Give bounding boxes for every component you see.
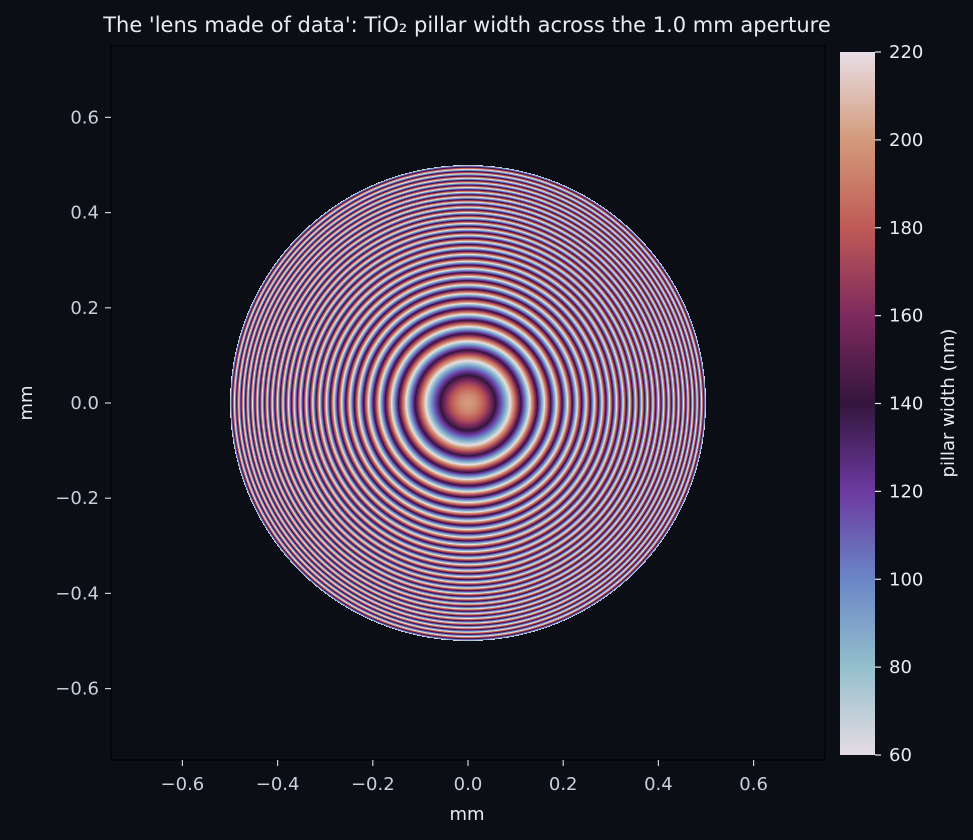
y-tick-label: −0.2 [55, 488, 99, 509]
x-tick-label: −0.6 [161, 774, 205, 795]
x-tick-label: −0.4 [256, 774, 300, 795]
y-tick-label: 0.6 [70, 107, 99, 128]
y-axis: −0.6 −0.4 −0.2 0.0 0.2 0.4 0.6 [55, 107, 111, 700]
chart-title: The 'lens made of data': TiO₂ pillar wid… [102, 13, 831, 37]
x-axis: −0.6 −0.4 −0.2 0.0 0.2 0.4 0.6 [161, 760, 768, 795]
colorbar-tick-label: 100 [889, 569, 923, 590]
y-tick-label: 0.2 [70, 298, 99, 319]
colorbar-tick-label: 60 [889, 745, 912, 766]
x-tick-label: 0.0 [454, 774, 483, 795]
x-tick-label: 0.2 [549, 774, 578, 795]
x-tick-label: −0.2 [351, 774, 395, 795]
plot-frame [110, 45, 826, 761]
y-tick-label: −0.6 [55, 679, 99, 700]
colorbar-label: pillar width (nm) [938, 329, 959, 478]
x-tick-label: 0.4 [644, 774, 673, 795]
y-axis-label: mm [16, 385, 37, 420]
y-tick-label: 0.4 [70, 203, 99, 224]
lens-heatmap [111, 46, 825, 760]
x-tick-label: 0.6 [739, 774, 768, 795]
colorbar [840, 52, 875, 755]
colorbar-tick-label: 120 [889, 481, 923, 502]
colorbar-tick-label: 140 [889, 394, 923, 415]
y-tick-label: 0.0 [70, 393, 99, 414]
colorbar-tick-label: 160 [889, 306, 923, 327]
colorbar-axis: 60 80 100 120 140 160 180 200 220 [875, 42, 923, 766]
colorbar-tick-label: 200 [889, 130, 923, 151]
y-tick-label: −0.4 [55, 583, 99, 604]
x-axis-label: mm [449, 804, 484, 825]
colorbar-tick-label: 80 [889, 657, 912, 678]
colorbar-tick-label: 220 [889, 42, 923, 63]
colorbar-tick-label: 180 [889, 218, 923, 239]
